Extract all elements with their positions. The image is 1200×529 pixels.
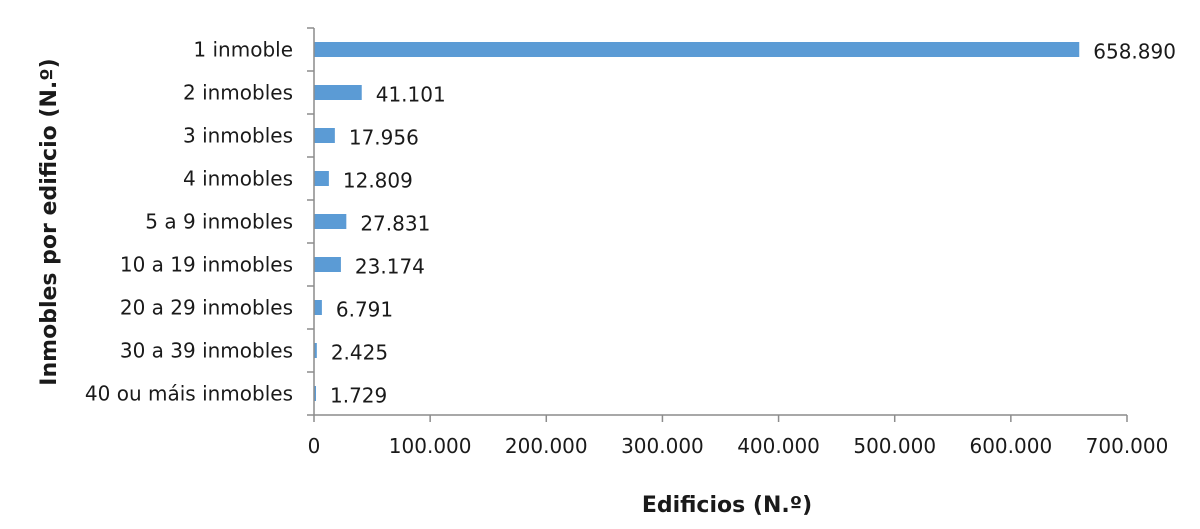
data-label: 27.831 (360, 212, 430, 236)
bar (314, 300, 322, 315)
bar (314, 386, 317, 401)
y-axis-title: Inmobles por edificio (N.º) (37, 58, 62, 385)
bar (314, 343, 317, 358)
category-label: 1 inmoble (193, 38, 293, 62)
category-label: 30 a 39 inmobles (120, 339, 293, 363)
data-label: 41.101 (376, 83, 446, 107)
bars-layer (314, 42, 1080, 401)
data-label: 12.809 (343, 169, 413, 193)
data-label: 1.729 (330, 384, 387, 408)
bar (314, 85, 362, 100)
category-label: 20 a 29 inmobles (120, 296, 293, 320)
x-tick-label: 600.000 (969, 434, 1052, 458)
category-label: 4 inmobles (183, 167, 293, 191)
x-tick-label: 400.000 (737, 434, 820, 458)
bar (314, 257, 341, 272)
category-label: 3 inmobles (183, 124, 293, 148)
axes-layer (307, 27, 1128, 422)
x-tick-label: 700.000 (1086, 434, 1169, 458)
category-label: 2 inmobles (183, 81, 293, 105)
x-axis-title: Edificios (N.º) (642, 493, 812, 518)
x-tick-label: 0 (308, 434, 321, 458)
x-tick-label: 300.000 (621, 434, 704, 458)
data-label: 17.956 (349, 126, 419, 150)
category-label: 5 a 9 inmobles (145, 210, 293, 234)
bar (314, 171, 329, 186)
bar (314, 42, 1080, 57)
x-tick-label: 200.000 (505, 434, 588, 458)
category-label: 40 ou máis inmobles (85, 382, 293, 406)
data-label: 2.425 (331, 341, 388, 365)
labels-layer: 1 inmoble 658.890 2 inmobles 41.101 3 inmobl… (85, 38, 1176, 459)
data-label: 23.174 (355, 255, 425, 279)
data-label: 6.791 (336, 298, 393, 322)
bar (314, 214, 347, 229)
x-tick-label: 500.000 (853, 434, 936, 458)
bar (314, 128, 335, 143)
x-tick-label: 100.000 (389, 434, 472, 458)
data-label: 658.890 (1093, 40, 1176, 64)
category-label: 10 a 19 inmobles (120, 253, 293, 277)
